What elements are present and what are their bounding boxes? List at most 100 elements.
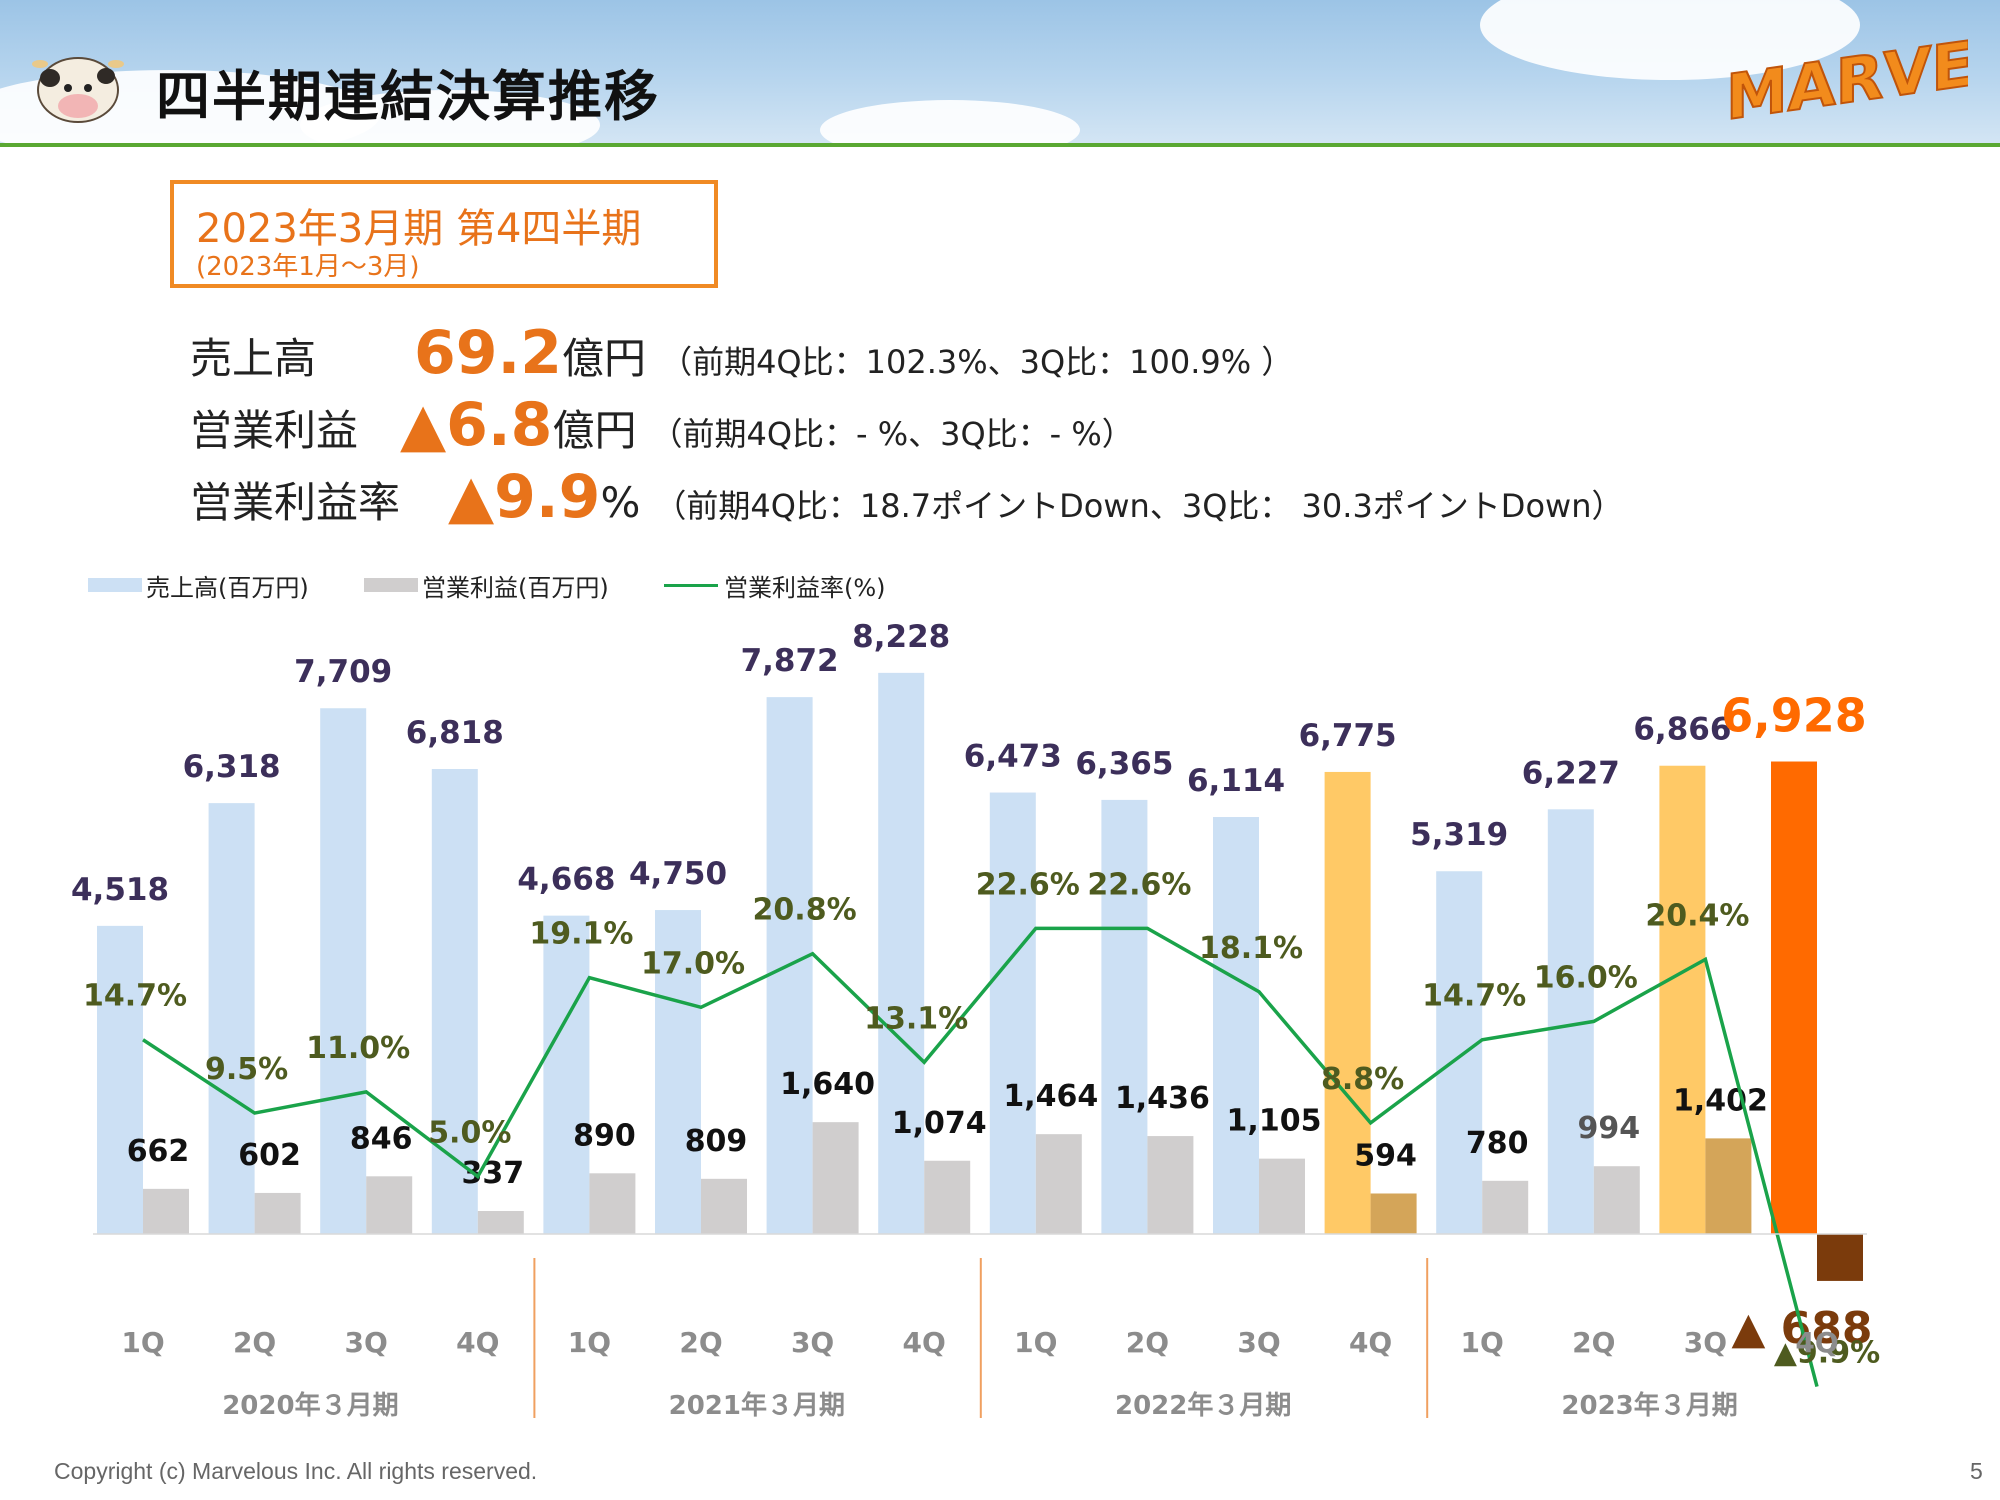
rate-value-label: ▲9.9%: [1774, 1336, 1880, 1371]
kpi-op-label: 営業利益: [190, 406, 359, 455]
sales-value-label: 4,668: [517, 862, 615, 898]
op-bar: [254, 1192, 301, 1234]
x-tick-label: 4Q: [1349, 1326, 1392, 1359]
page-number: 5: [1970, 1458, 1983, 1484]
rate-value-label: 17.0%: [641, 946, 745, 981]
sales-bar: [1436, 871, 1483, 1234]
sales-bar: [878, 672, 925, 1234]
x-tick-label: 1Q: [1014, 1326, 1057, 1359]
sales-bar: [1659, 765, 1706, 1234]
kpi-rate-label: 営業利益率: [190, 478, 401, 527]
op-bar: [589, 1173, 636, 1234]
period-box: 2023年3月期 第4四半期 (2023年1月～3月): [170, 180, 718, 288]
sales-value-label: 7,709: [294, 654, 392, 690]
kpi-op-note: （前期4Q比：- %、3Q比：- %）: [650, 415, 1134, 453]
op-bar: [812, 1122, 859, 1234]
op-value-label: 1,074: [892, 1106, 987, 1141]
sales-value-label: 6,227: [1522, 755, 1620, 791]
period-range: (2023年1月～3月): [196, 252, 420, 282]
sales-value-label: 5,319: [1410, 817, 1508, 853]
svg-text:MARVELOUS!: MARVELOUS!: [1726, 20, 1968, 130]
sales-bar: [320, 708, 367, 1234]
op-value-label: 662: [127, 1134, 190, 1169]
op-bar: [143, 1188, 189, 1234]
kpi-op-value: ▲6.8: [400, 390, 553, 460]
sales-value-label: 7,872: [741, 643, 839, 679]
fiscal-year-label: 2020年３月期: [222, 1390, 398, 1421]
sales-value-label: 6,114: [1187, 763, 1285, 799]
kpi-rate-note: （前期4Q比：18.7ポイントDown、3Q比： 30.3ポイントDown）: [654, 487, 1624, 525]
sales-bar: [1771, 761, 1817, 1234]
x-tick-label: 3Q: [1684, 1326, 1727, 1359]
fiscal-year-label: 2022年３月期: [1115, 1390, 1291, 1421]
period-title: 2023年3月期 第4四半期: [196, 206, 642, 252]
x-tick-label: 4Q: [456, 1326, 499, 1359]
header-banner: [0, 0, 2000, 143]
rate-value-label: 19.1%: [529, 917, 633, 952]
op-value-label: 780: [1466, 1126, 1529, 1161]
op-value-label: 890: [573, 1118, 636, 1153]
op-bar: [701, 1178, 747, 1234]
op-value-label: 1,402: [1673, 1083, 1768, 1118]
op-value-label: 1,464: [1003, 1079, 1098, 1114]
rate-value-label: 22.6%: [976, 867, 1080, 902]
op-value-label: 846: [350, 1121, 413, 1156]
rate-value-label: 18.1%: [1199, 931, 1303, 966]
sales-value-label: 6,473: [964, 739, 1062, 775]
page-title: 四半期連結決算推移: [156, 65, 660, 128]
sales-bar: [1324, 771, 1371, 1234]
sales-value-label: 6,775: [1299, 718, 1397, 754]
op-bar: [366, 1176, 413, 1234]
kpi-sales-label: 売上高: [190, 334, 317, 383]
op-bar: [1259, 1158, 1305, 1234]
kpi-sales-note: （前期4Q比：102.3%、3Q比：100.9% ）: [660, 343, 1294, 381]
x-tick-label: 1Q: [121, 1326, 164, 1359]
op-bar: [1705, 1138, 1752, 1234]
sales-value-label: 6,866: [1633, 712, 1731, 748]
kpi-sales: 売上高 69.2億円 （前期4Q比：102.3%、3Q比：100.9% ）: [190, 318, 1293, 388]
sales-value-label: 6,318: [183, 749, 281, 785]
sales-bar: [543, 915, 590, 1234]
op-value-label: 1,105: [1227, 1104, 1322, 1139]
op-value-label: 602: [238, 1138, 301, 1173]
x-tick-label: 3Q: [1237, 1326, 1280, 1359]
sales-bar: [208, 803, 255, 1234]
x-tick-label: 1Q: [1461, 1326, 1504, 1359]
kpi-sales-value: 69.2: [414, 318, 563, 388]
x-tick-label: 3Q: [791, 1326, 834, 1359]
kpi-rate-unit: %: [600, 478, 641, 527]
op-value-label: 1,640: [780, 1067, 875, 1102]
rate-value-label: 13.1%: [864, 1001, 968, 1036]
cow-mascot-icon: [32, 57, 124, 123]
sales-bar: [766, 697, 813, 1234]
sales-value-label: 4,750: [629, 856, 727, 892]
kpi-rate-value: ▲9.9: [448, 462, 601, 532]
x-tick-label: 4Q: [1795, 1326, 1838, 1359]
op-value-label: 1,436: [1115, 1081, 1210, 1116]
sales-bar: [1101, 799, 1148, 1234]
op-bar: [924, 1160, 971, 1234]
rate-value-label: 11.0%: [306, 1031, 410, 1066]
header-divider: [0, 143, 2000, 147]
sales-value-label: 6,365: [1075, 746, 1173, 782]
legend-op: 営業利益(百万円): [364, 568, 609, 603]
op-bar: [477, 1211, 524, 1234]
kpi-op: 営業利益 ▲6.8億円 （前期4Q比：- %、3Q比：- %）: [190, 390, 1134, 460]
op-value-label: ▲ 688: [1731, 1303, 1872, 1354]
op-value-label: 994: [1577, 1111, 1640, 1146]
x-tick-label: 3Q: [345, 1326, 388, 1359]
kpi-op-unit: 億円: [552, 406, 637, 455]
rate-value-label: 14.7%: [83, 979, 187, 1014]
rate-value-label: 8.8%: [1321, 1062, 1404, 1097]
op-bar: [1370, 1193, 1417, 1234]
op-bar: [1593, 1166, 1640, 1234]
rate-value-label: 22.6%: [1087, 867, 1191, 902]
op-value-label: 809: [685, 1124, 748, 1159]
marvelous-logo: MARVELOUS!: [1725, 20, 1968, 130]
fiscal-year-label: 2023年３月期: [1561, 1390, 1737, 1421]
copyright: Copyright (c) Marvelous Inc. All rights …: [54, 1458, 538, 1484]
x-tick-label: 2Q: [1572, 1326, 1615, 1359]
x-tick-label: 2Q: [233, 1326, 276, 1359]
x-tick-label: 2Q: [1126, 1326, 1169, 1359]
sales-value-label: 8,228: [852, 619, 950, 655]
